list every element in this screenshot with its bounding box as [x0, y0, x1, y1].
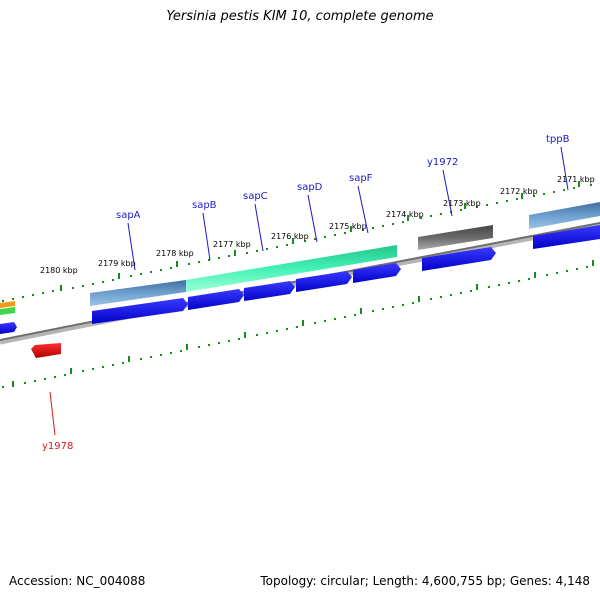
- tick-label-2174: 2174 kbp: [386, 210, 424, 219]
- tick-labels: 2180 kbp 2179 kbp 2178 kbp 2177 kbp 2176…: [40, 175, 595, 275]
- cds-arrow-3[interactable]: [244, 281, 295, 301]
- tick-label-2179: 2179 kbp: [98, 259, 136, 268]
- inner-tick-ruler: [2, 260, 594, 388]
- gene-label-sapA[interactable]: sapA: [116, 210, 141, 221]
- tick-label-2172: 2172 kbp: [500, 187, 538, 196]
- gene-label-tppB[interactable]: tppB: [546, 134, 570, 145]
- genome-title: Yersinia pestis KIM 10, complete genome: [166, 9, 434, 24]
- gene-label-sapF[interactable]: sapF: [349, 173, 373, 184]
- cds-arrow-6[interactable]: [422, 247, 496, 271]
- cds-arrow-5[interactable]: [353, 263, 401, 283]
- accession-label: Accession: NC_004088: [9, 574, 146, 588]
- gene-label-sapC[interactable]: sapC: [243, 191, 268, 202]
- feature-bar-left-green: [0, 307, 15, 315]
- tick-label-2171: 2171 kbp: [557, 175, 595, 184]
- reverse-feature-red[interactable]: [31, 343, 61, 358]
- gene-label-sapD[interactable]: sapD: [297, 182, 323, 193]
- cds-arrow-2[interactable]: [188, 289, 244, 310]
- feature-row: [0, 202, 600, 315]
- tick-label-2173: 2173 kbp: [443, 199, 481, 208]
- cds-row: [0, 225, 600, 334]
- feature-bar-steelblue-right[interactable]: [529, 202, 600, 229]
- cds-arrow-left[interactable]: [0, 322, 17, 334]
- tick-label-2175: 2175 kbp: [329, 222, 367, 231]
- gene-labels: tppB y1972 sapF sapD sapC sapB sapA y197…: [42, 134, 570, 452]
- feature-bar-gray[interactable]: [418, 225, 493, 250]
- feature-bar-sap-operon[interactable]: [186, 245, 397, 292]
- cds-arrow-4[interactable]: [296, 271, 352, 292]
- tick-label-2176: 2176 kbp: [271, 232, 309, 241]
- genome-summary: Topology: circular; Length: 4,600,755 bp…: [260, 574, 590, 588]
- feature-bar-steelblue[interactable]: [90, 280, 186, 306]
- tick-label-2178: 2178 kbp: [156, 249, 194, 258]
- gene-label-sapB[interactable]: sapB: [192, 200, 217, 211]
- gene-label-y1972[interactable]: y1972: [427, 157, 458, 168]
- outer-tick-ruler: [2, 181, 592, 302]
- cds-arrow-1[interactable]: [92, 298, 188, 324]
- tick-label-2177: 2177 kbp: [213, 240, 251, 249]
- tick-label-2180: 2180 kbp: [40, 266, 78, 275]
- cds-arrow-7[interactable]: [533, 225, 600, 249]
- leader-lines: [49, 146, 569, 436]
- feature-bar-left-orange: [0, 301, 15, 308]
- gene-label-y1978[interactable]: y1978: [42, 441, 73, 452]
